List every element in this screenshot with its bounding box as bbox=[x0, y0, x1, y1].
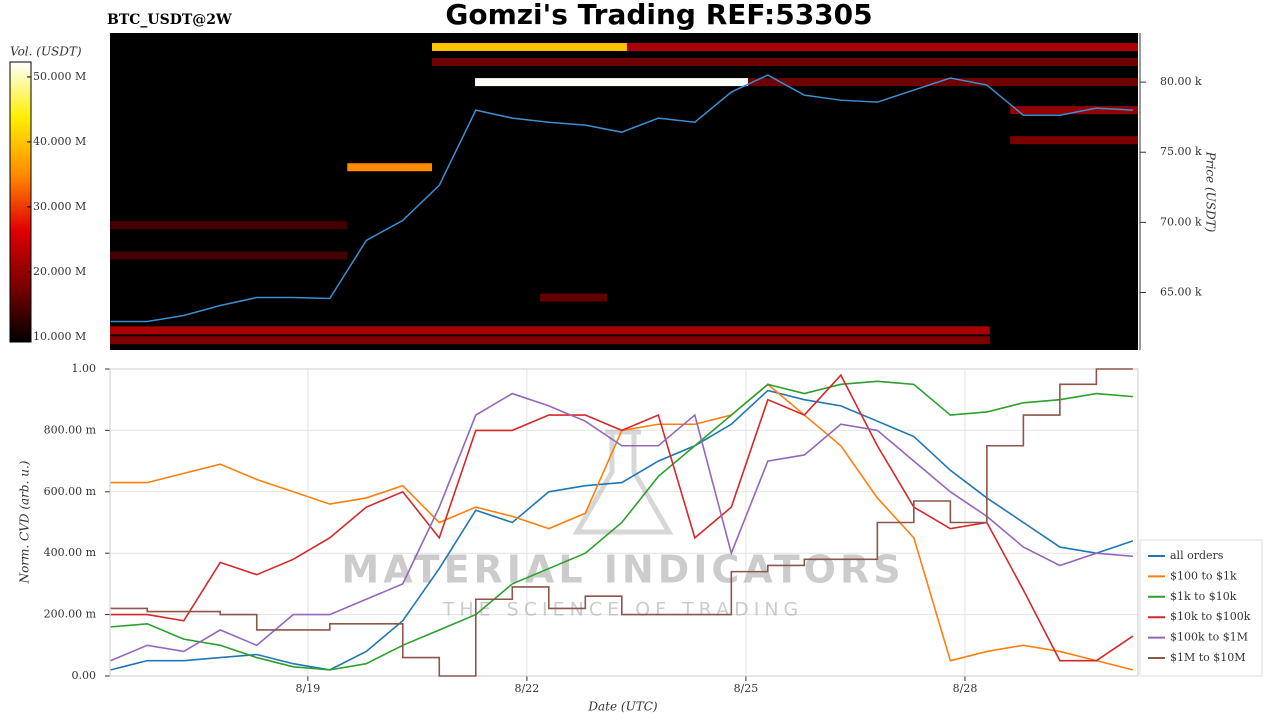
y2-tick-label: 75.00 k bbox=[1160, 145, 1202, 158]
y-tick-label: 1.00 bbox=[72, 362, 97, 375]
heat-band bbox=[110, 326, 990, 335]
y-tick-label: 600.00 m bbox=[44, 485, 97, 498]
y-tick-label: 0.00 bbox=[72, 669, 97, 682]
legend-label: $100k to $1M bbox=[1170, 631, 1248, 644]
series-line bbox=[110, 392, 1133, 662]
colorbar-tick-label: 20.000 M bbox=[33, 265, 86, 278]
plot-frame bbox=[109, 368, 1139, 677]
heat-band bbox=[347, 163, 432, 172]
x-tick-label: 8/19 bbox=[296, 682, 321, 695]
series-line bbox=[110, 389, 1134, 671]
subtitle: BTC_USDT@2W bbox=[107, 12, 232, 28]
heat-band bbox=[110, 221, 348, 230]
series-line bbox=[110, 380, 1133, 671]
legend-label: all orders bbox=[1170, 549, 1224, 562]
title: Gomzi's Trading REF:53305 bbox=[445, 0, 872, 31]
heat-band bbox=[110, 251, 348, 260]
y2-tick-label: 70.00 k bbox=[1160, 215, 1202, 228]
legend-label: $100 to $1k bbox=[1170, 569, 1237, 582]
series-line bbox=[110, 368, 1133, 677]
series-line bbox=[110, 373, 1134, 662]
legend-box bbox=[1139, 539, 1263, 677]
y-axis-label: Norm. CVD (arb. u.) bbox=[18, 460, 32, 584]
colorbar-tick-label: 10.000 M bbox=[33, 330, 86, 343]
heat-band bbox=[110, 336, 990, 345]
legend-label: $10k to $100k bbox=[1170, 610, 1251, 623]
legend-label: $1k to $10k bbox=[1170, 590, 1237, 603]
heat-band bbox=[626, 43, 1138, 52]
legend-label: $1M to $10M bbox=[1170, 651, 1246, 664]
y2-axis-label: Price (USDT) bbox=[1204, 151, 1218, 233]
y-tick-label: 400.00 m bbox=[44, 546, 97, 559]
heat-band bbox=[431, 58, 1138, 67]
heat-band bbox=[1010, 136, 1138, 145]
y2-tick-label: 65.00 k bbox=[1160, 285, 1202, 298]
heat-band bbox=[748, 78, 1138, 87]
x-tick-label: 8/25 bbox=[734, 682, 759, 695]
price-line bbox=[110, 74, 1133, 323]
watermark-flask bbox=[572, 429, 674, 535]
x-axis-label: Date (UTC) bbox=[587, 700, 657, 714]
colorbar-tick-label: 40.000 M bbox=[33, 135, 86, 148]
heat-band bbox=[431, 43, 627, 52]
colorbar bbox=[9, 61, 32, 343]
x-tick-label: 8/28 bbox=[953, 682, 978, 695]
y-tick-label: 800.00 m bbox=[44, 423, 97, 436]
colorbar-label: Vol. (USDT) bbox=[10, 45, 82, 59]
watermark: MATERIAL INDICATORS bbox=[341, 548, 904, 592]
colorbar-tick-label: 50.000 M bbox=[33, 70, 86, 83]
colorbar-tick-label: 30.000 M bbox=[33, 200, 86, 213]
heat-band bbox=[540, 293, 608, 302]
y-tick-label: 200.00 m bbox=[44, 608, 97, 621]
heat-band bbox=[1010, 106, 1138, 115]
x-tick-label: 8/22 bbox=[515, 682, 540, 695]
y2-tick-label: 80.00 k bbox=[1160, 75, 1202, 88]
heat-band bbox=[475, 78, 749, 87]
